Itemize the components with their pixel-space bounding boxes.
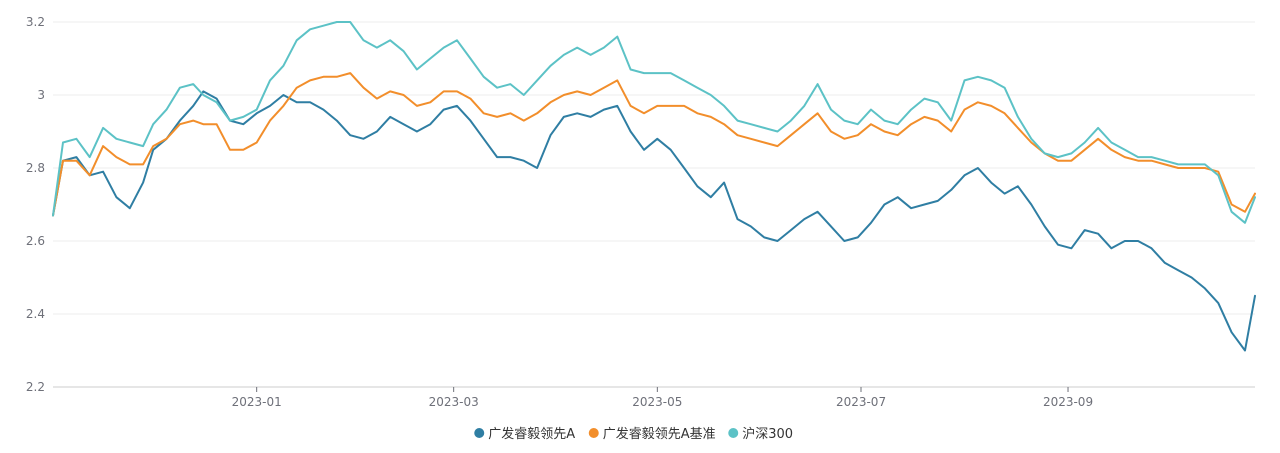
series-line-2 xyxy=(52,21,1256,224)
y-tick-label: 2.8 xyxy=(26,161,45,175)
y-tick-label: 2.6 xyxy=(26,234,45,248)
legend-label: 沪深300 xyxy=(742,426,793,442)
y-tick-label: 3.2 xyxy=(26,15,45,29)
legend-label: 广发睿毅领先A xyxy=(488,426,575,442)
legend-marker xyxy=(474,428,485,438)
legend-label: 广发睿毅领先A基准 xyxy=(603,426,716,442)
y-axis-ticks: 2.2 2.4 2.6 2.8 3 3.2 xyxy=(26,15,45,394)
legend-item-2[interactable]: 沪深300 xyxy=(728,426,793,442)
legend-item-1[interactable]: 广发睿毅领先A基准 xyxy=(588,426,716,442)
x-tick-label: 2023-05 xyxy=(632,395,682,409)
x-tick-label: 2023-07 xyxy=(836,395,886,409)
legend[interactable]: 广发睿毅领先A 广发睿毅领先A基准 沪深300 xyxy=(474,426,793,442)
series-line-0 xyxy=(52,90,1256,352)
x-tick-label: 2023-09 xyxy=(1043,395,1093,409)
series-lines xyxy=(52,21,1256,352)
y-tick-label: 2.4 xyxy=(26,307,45,321)
grid-lines xyxy=(53,21,1255,388)
legend-marker xyxy=(728,428,739,438)
x-tick-label: 2023-03 xyxy=(429,395,479,409)
legend-marker xyxy=(588,428,599,438)
y-tick-label: 2.2 xyxy=(26,380,45,394)
y-tick-label: 3 xyxy=(37,88,45,102)
x-tick-label: 2023-01 xyxy=(232,395,282,409)
legend-item-0[interactable]: 广发睿毅领先A xyxy=(474,426,575,442)
series-line-1 xyxy=(52,72,1256,217)
x-axis: 2023-01 2023-03 2023-05 2023-07 2023-09 xyxy=(232,387,1093,409)
